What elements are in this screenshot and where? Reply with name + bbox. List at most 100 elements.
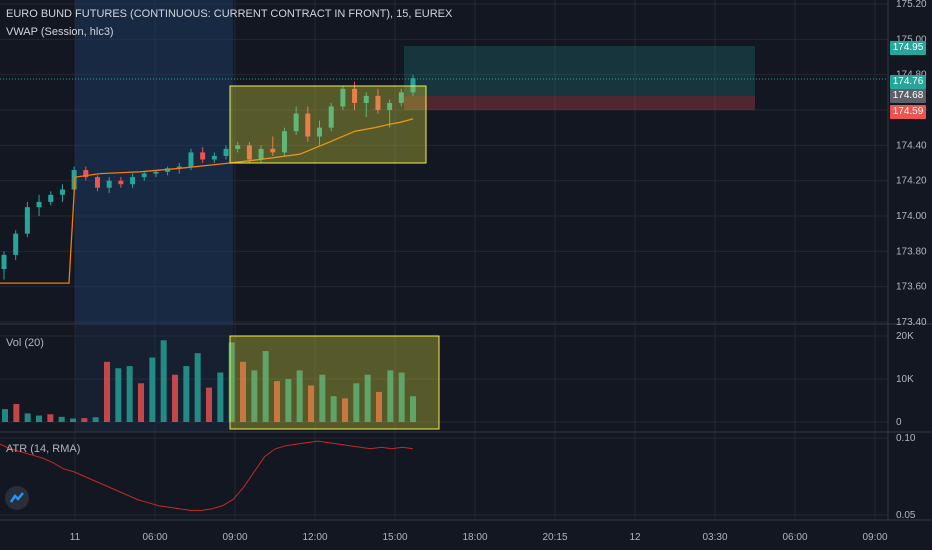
y-tick-label: 173.80: [896, 246, 927, 257]
chart-title: EURO BUND FUTURES (CONTINUOUS: CURRENT C…: [6, 8, 453, 20]
candle-body: [1, 254, 7, 269]
x-axis-labels: 11 06:00 09:00 12:00 15:00 18:00 20:15 12 03:30 0…: [70, 532, 888, 543]
vwap-line: [0, 118, 414, 284]
volume-bar: [206, 387, 212, 422]
price-badge: 174.59: [890, 104, 926, 119]
volume-bar: [319, 374, 326, 422]
x-tick-label: 20:15: [542, 532, 567, 543]
volume-bar: [183, 366, 190, 422]
candle-body: [328, 106, 334, 128]
highlight-box-volume: [229, 335, 440, 430]
atr-tick-label: 0.10: [896, 433, 916, 444]
candle-body: [153, 171, 159, 174]
volume-bar: [92, 417, 99, 422]
candle-body: [94, 177, 100, 188]
volume-bars-group: [2, 340, 416, 422]
volume-bar: [353, 383, 360, 422]
candle-body: [13, 233, 19, 255]
atr-tick-label: 0.05: [896, 510, 916, 521]
y-tick-label: 174.40: [896, 140, 927, 151]
volume-tick-label: 20K: [896, 331, 914, 342]
candle-body: [59, 189, 65, 195]
volume-tick-label: 0: [896, 417, 902, 428]
candle-body: [130, 177, 136, 185]
candle-body: [398, 92, 404, 103]
candle-body: [165, 168, 171, 172]
candle-body: [24, 207, 30, 234]
candle-body: [387, 102, 393, 110]
volume-bar: [364, 374, 371, 422]
x-tick-label: 06:00: [782, 532, 807, 543]
atr-line: [0, 440, 414, 511]
volume-bar: [58, 416, 65, 422]
x-tick-label: 09:00: [862, 532, 887, 543]
volume-bar: [274, 381, 280, 422]
volume-bar: [70, 418, 76, 422]
position-tool-profit: [404, 46, 755, 96]
position-tool-loss: [404, 96, 755, 110]
price-badge: 174.68: [890, 88, 926, 103]
candle-body: [270, 148, 276, 153]
highlight-box-price: [229, 85, 427, 164]
x-tick-label: 03:30: [702, 532, 727, 543]
volume-bar: [194, 353, 201, 422]
candle-body: [317, 127, 323, 137]
candle-body: [48, 194, 54, 202]
volume-bar: [376, 391, 382, 422]
indicator-label-vwap[interactable]: VWAP (Session, hlc3): [6, 26, 114, 38]
candles-group: [1, 74, 416, 280]
volume-bar: [228, 342, 235, 422]
candle-body: [281, 131, 287, 153]
volume-bar: [217, 372, 224, 422]
candle-body: [258, 148, 264, 160]
volume-bar: [387, 370, 394, 422]
candle-body: [188, 152, 194, 167]
atr-pane-label[interactable]: ATR (14, RMA): [6, 443, 81, 455]
candle-body: [305, 113, 311, 137]
y-tick-label: 174.20: [896, 176, 927, 187]
session-shading: [75, 0, 233, 324]
price-badge: 174.95: [890, 41, 926, 56]
volume-bar: [138, 383, 144, 422]
candle-body: [340, 88, 346, 107]
volume-bar: [240, 361, 246, 422]
volume-bar: [126, 366, 133, 422]
x-tick-label: 18:00: [462, 532, 487, 543]
tradingview-logo-icon[interactable]: [5, 486, 29, 510]
candle-body: [352, 88, 358, 103]
candle-body: [363, 95, 369, 103]
volume-bar: [296, 370, 303, 422]
volume-bar: [308, 385, 314, 422]
candle-body: [211, 155, 217, 160]
volume-bar: [251, 370, 258, 422]
volume-bar: [330, 396, 337, 422]
candle-body: [235, 145, 241, 149]
volume-bar: [172, 374, 178, 422]
candle-body: [71, 170, 77, 190]
volume-bar: [24, 413, 31, 422]
volume-pane-label[interactable]: Vol (20): [6, 337, 44, 349]
volume-bar: [398, 372, 405, 422]
x-tick-label: 11: [70, 532, 81, 543]
candle-body: [106, 180, 112, 188]
volume-bar: [104, 361, 110, 422]
y-tick-label: 173.40: [896, 317, 927, 328]
y-tick-label: 175.20: [896, 0, 927, 10]
candle-body: [410, 78, 416, 93]
candle-body: [176, 166, 182, 169]
x-tick-label: 15:00: [382, 532, 407, 543]
candle-body: [223, 148, 229, 156]
volume-bar: [160, 340, 167, 422]
candle-body: [141, 173, 147, 178]
volume-bar: [342, 398, 348, 422]
volume-bar: [285, 379, 292, 422]
price-badge: 174.76: [890, 74, 926, 89]
candle-body: [375, 95, 381, 110]
y-tick-label: 175.00: [896, 34, 927, 45]
candle-body: [118, 180, 124, 185]
candle-body: [200, 152, 206, 160]
x-tick-label: 12:00: [302, 532, 327, 543]
volume-bar: [262, 351, 269, 422]
volume-bar: [36, 415, 42, 422]
